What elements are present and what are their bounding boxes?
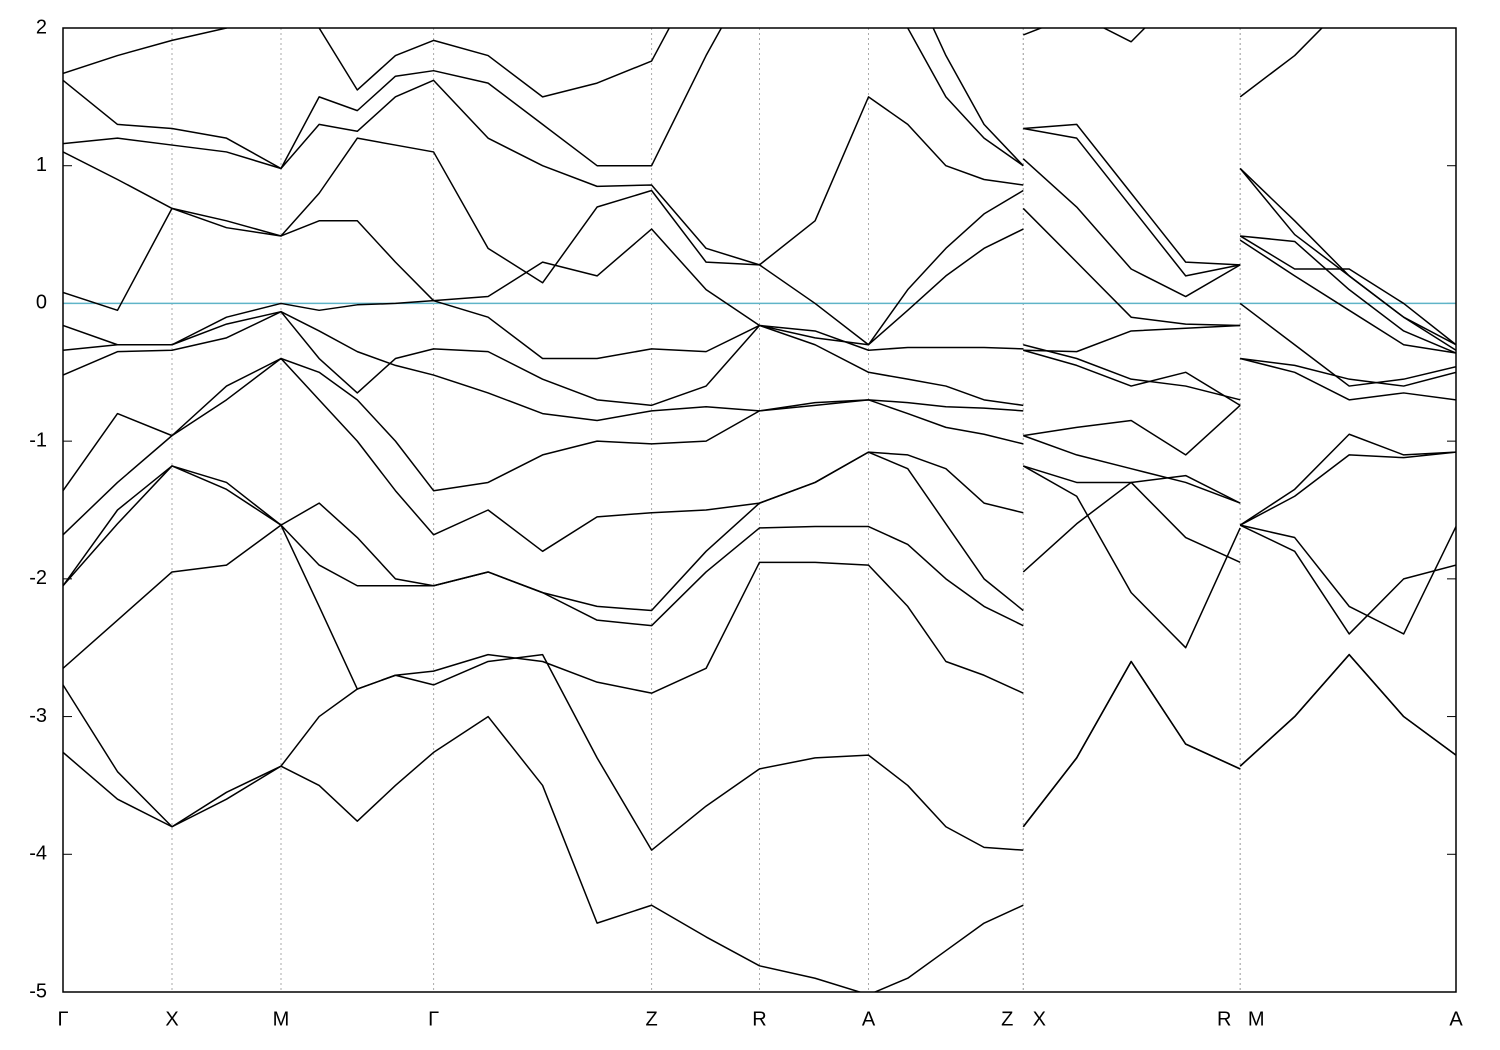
band [63, 302, 1456, 407]
x-tick-label: X [165, 1008, 178, 1030]
y-tick-label: 1 [36, 154, 47, 176]
plot-area [63, 28, 1456, 992]
band [63, 433, 1456, 612]
y-tick-label: -3 [29, 705, 47, 727]
x-tick-label: Γ [428, 1008, 439, 1030]
x-tick-label: A [1449, 1008, 1463, 1030]
band [63, 239, 1456, 360]
plot-frame [62, 27, 1457, 993]
band [63, 357, 1456, 553]
x-tick-label: Z [1001, 1008, 1013, 1030]
y-tick-label: 0 [36, 292, 47, 314]
x-tick-label: X [1033, 1008, 1046, 1030]
x-tick-label: A [862, 1008, 876, 1030]
x-tick-label: Γ [57, 1008, 68, 1030]
band [63, 79, 1456, 354]
band [63, 653, 1456, 851]
x-tick-label: Z [645, 1008, 657, 1030]
y-tick-label: -4 [29, 843, 47, 865]
band [63, 28, 1323, 167]
band [63, 310, 1456, 422]
x-tick-label: R [1217, 1008, 1231, 1030]
y-tick-label: -1 [29, 429, 47, 451]
band [63, 357, 1456, 492]
band [63, 207, 1456, 346]
y-tick-label: -5 [29, 980, 47, 1002]
y-tick-label: -2 [29, 567, 47, 589]
band [63, 28, 1456, 346]
x-tick-label: M [1248, 1008, 1265, 1030]
x-tick-label: M [273, 1008, 290, 1030]
x-tick-label: R [752, 1008, 766, 1030]
y-tick-label: 2 [36, 16, 47, 38]
